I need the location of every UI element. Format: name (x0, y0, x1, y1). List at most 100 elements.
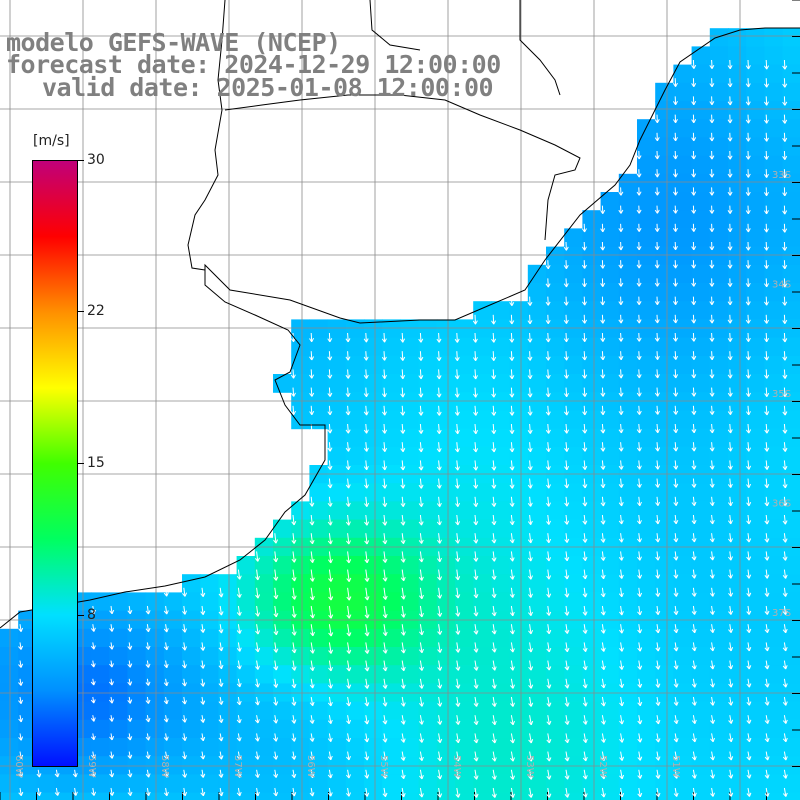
wind-arrow (345, 478, 351, 489)
wind-arrow (672, 150, 678, 160)
wind-cell (455, 574, 474, 593)
wind-arrow (163, 660, 169, 669)
wind-arrow (745, 387, 751, 397)
wind-cell (691, 792, 711, 800)
wind-arrow (764, 442, 770, 452)
colorbar-tick-label: 30 (87, 152, 105, 168)
wind-arrow (691, 132, 697, 142)
wind-cell (582, 701, 602, 721)
wind-arrow (782, 569, 788, 579)
wind-cell (600, 665, 620, 684)
wind-arrow (491, 533, 497, 544)
wind-cell (691, 192, 711, 211)
wind-cell (637, 192, 656, 211)
wind-cell (728, 82, 747, 102)
wind-arrow (637, 551, 642, 561)
wind-cell (782, 738, 800, 757)
wind-arrow (782, 114, 788, 124)
wind-arrow (582, 387, 588, 397)
wind-cell (746, 792, 765, 800)
wind-arrow (418, 442, 424, 453)
wind-arrow (727, 314, 733, 324)
wind-arrow (782, 314, 788, 324)
wind-cell (637, 119, 656, 138)
wind-cell (691, 228, 711, 248)
wind-cell (564, 592, 583, 612)
wind-arrow (709, 551, 715, 561)
wind-arrow (654, 187, 660, 196)
wind-cell (564, 483, 583, 502)
wind-cell (618, 355, 638, 375)
wind-arrow (764, 569, 770, 579)
wind-arrow (363, 423, 369, 434)
wind-cell (254, 774, 274, 794)
wind-arrow (564, 533, 570, 543)
wind-cell (436, 410, 456, 430)
wind-arrow (472, 351, 478, 361)
wind-cell (127, 774, 147, 794)
wind-arrow (618, 533, 624, 543)
wind-arrow (418, 569, 424, 581)
wind-arrow (236, 605, 242, 616)
wind-cell (728, 283, 747, 302)
colorbar-tick-label: 15 (87, 455, 105, 471)
wind-cell (527, 701, 547, 721)
wind-cell (709, 738, 729, 757)
wind-cell (728, 46, 747, 66)
wind-arrow (400, 387, 406, 398)
wind-cell (564, 446, 583, 466)
wind-arrow (582, 478, 588, 489)
wind-arrow (727, 78, 733, 88)
wind-arrow (327, 405, 333, 416)
wind-arrow (600, 624, 606, 634)
wind-arrow (782, 187, 788, 197)
wind-cell (618, 210, 638, 229)
wind-arrow (255, 642, 261, 653)
wind-cell (382, 647, 401, 666)
wind-cell (127, 592, 147, 612)
wind-cell (655, 792, 674, 800)
wind-cell (400, 665, 420, 684)
wind-arrow (746, 551, 752, 561)
wind-arrow (691, 241, 697, 251)
wind-arrow (672, 187, 678, 196)
wind-cell (655, 483, 674, 502)
wind-arrow (709, 369, 715, 379)
wind-cell (364, 319, 383, 339)
wind-cell (382, 774, 401, 794)
wind-cell (655, 319, 674, 339)
wind-arrow (381, 369, 387, 379)
wind-cell (673, 719, 693, 739)
wind-arrow (709, 314, 715, 324)
wind-arrow (600, 551, 606, 561)
wind-cell (637, 173, 656, 193)
wind-cell (491, 501, 511, 521)
wind-cell (764, 374, 784, 393)
wind-cell (473, 374, 492, 393)
wind-arrow (691, 187, 697, 196)
wind-cell (546, 392, 565, 411)
wind-cell (600, 246, 620, 266)
wind-cell (473, 628, 492, 648)
wind-cell (455, 392, 474, 411)
wind-arrow (709, 423, 715, 434)
wind-cell (746, 264, 765, 284)
wind-cell (782, 137, 800, 157)
wind-arrow (255, 587, 261, 599)
wind-cell (473, 556, 492, 575)
wind-cell (618, 574, 638, 593)
wind-arrow (782, 514, 788, 525)
wind-cell (364, 556, 383, 575)
wind-cell (491, 446, 511, 466)
wind-cell (637, 355, 656, 375)
wind-arrow (291, 624, 297, 636)
wind-cell (182, 719, 201, 739)
wind-arrow (764, 624, 770, 634)
wind-arrow (637, 642, 643, 652)
wind-cell (127, 628, 147, 648)
wind-arrow (782, 387, 788, 398)
wind-cell (473, 592, 492, 612)
wind-cell (436, 355, 456, 375)
wind-cell (655, 446, 674, 466)
wind-cell (564, 283, 583, 302)
